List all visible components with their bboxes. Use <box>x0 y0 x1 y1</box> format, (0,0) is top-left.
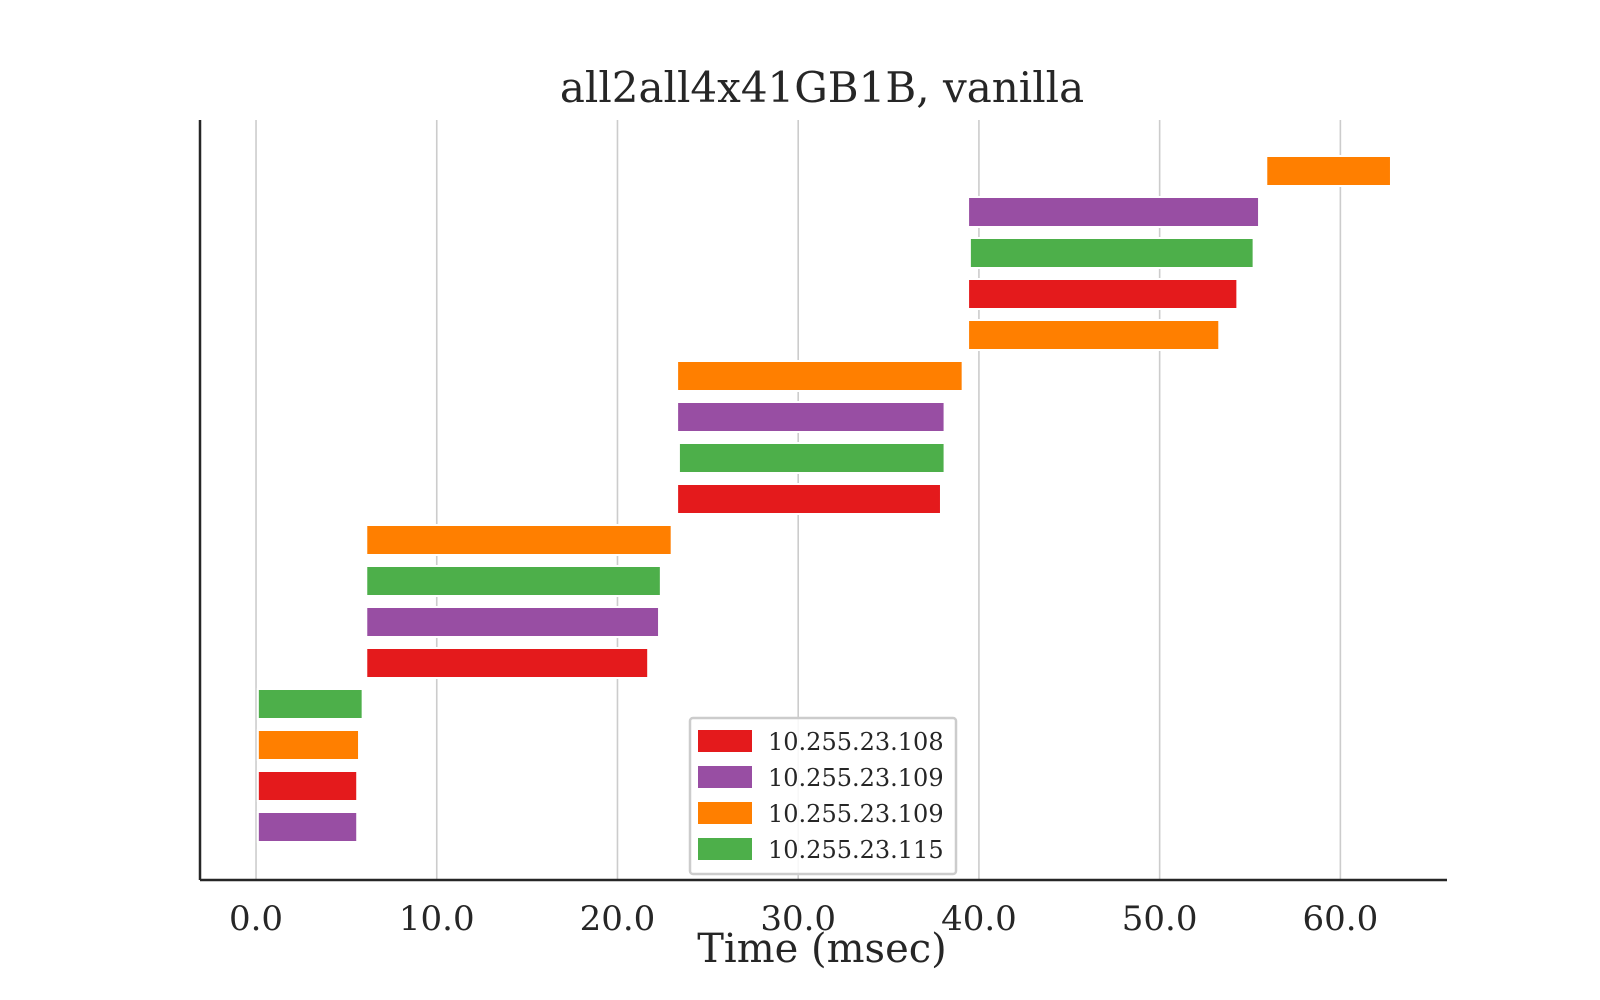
x-tick-label: 20.0 <box>580 899 656 939</box>
timeline-bar <box>968 237 1255 269</box>
x-tick-label: 60.0 <box>1303 899 1379 939</box>
timeline-bar <box>676 483 942 515</box>
legend-label: 10.255.23.109 <box>768 800 944 828</box>
x-tick-label: 30.0 <box>760 899 836 939</box>
timeline-bar <box>677 442 946 474</box>
timeline-bar <box>967 196 1261 228</box>
legend-label: 10.255.23.108 <box>768 728 944 756</box>
timeline-bar <box>256 729 361 761</box>
x-tick-label: 50.0 <box>1122 899 1198 939</box>
timeline-bar <box>365 524 673 556</box>
timeline-bar <box>676 360 964 392</box>
axes <box>198 120 1447 882</box>
timeline-bar <box>1265 155 1392 187</box>
x-tick-label: 10.0 <box>399 899 475 939</box>
timeline-bar <box>365 565 662 597</box>
chart-title: all2all4x41GB1B, vanilla <box>560 63 1084 112</box>
x-axis-label: Time (msec) <box>697 926 947 972</box>
legend-label: 10.255.23.115 <box>768 836 944 864</box>
timeline-bar <box>365 647 650 679</box>
x-tick-label: 40.0 <box>941 899 1017 939</box>
legend-swatch <box>698 838 752 860</box>
timeline-bar <box>365 606 661 638</box>
legend-frame <box>688 716 958 876</box>
legend-swatch <box>698 766 752 788</box>
legend-swatch <box>698 730 752 752</box>
legend-label: 10.255.23.109 <box>768 764 944 792</box>
legend-swatch <box>698 802 752 824</box>
legend: 10.255.23.108 10.255.23.109 10.255.23.109 1… <box>688 716 958 876</box>
timeline-bar <box>967 319 1221 351</box>
timeline-bar <box>256 770 359 802</box>
timeline-bar <box>967 278 1239 310</box>
timeline-bar <box>676 401 946 433</box>
x-tick-label: 0.0 <box>229 899 283 939</box>
timeline-bar <box>256 811 359 843</box>
x-ticks: 0.0 10.0 20.0 30.0 40.0 50.0 60.0 <box>229 899 1378 939</box>
bars <box>256 155 1392 843</box>
timeline-bar <box>256 688 364 720</box>
